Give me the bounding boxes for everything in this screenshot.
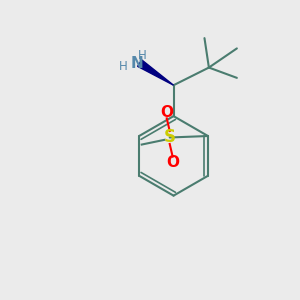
- Text: S: S: [164, 128, 176, 146]
- Text: H: H: [138, 49, 147, 62]
- Text: O: O: [160, 105, 173, 120]
- Text: N: N: [130, 56, 143, 71]
- Polygon shape: [138, 60, 174, 85]
- Text: O: O: [166, 155, 179, 170]
- Text: H: H: [119, 60, 128, 73]
